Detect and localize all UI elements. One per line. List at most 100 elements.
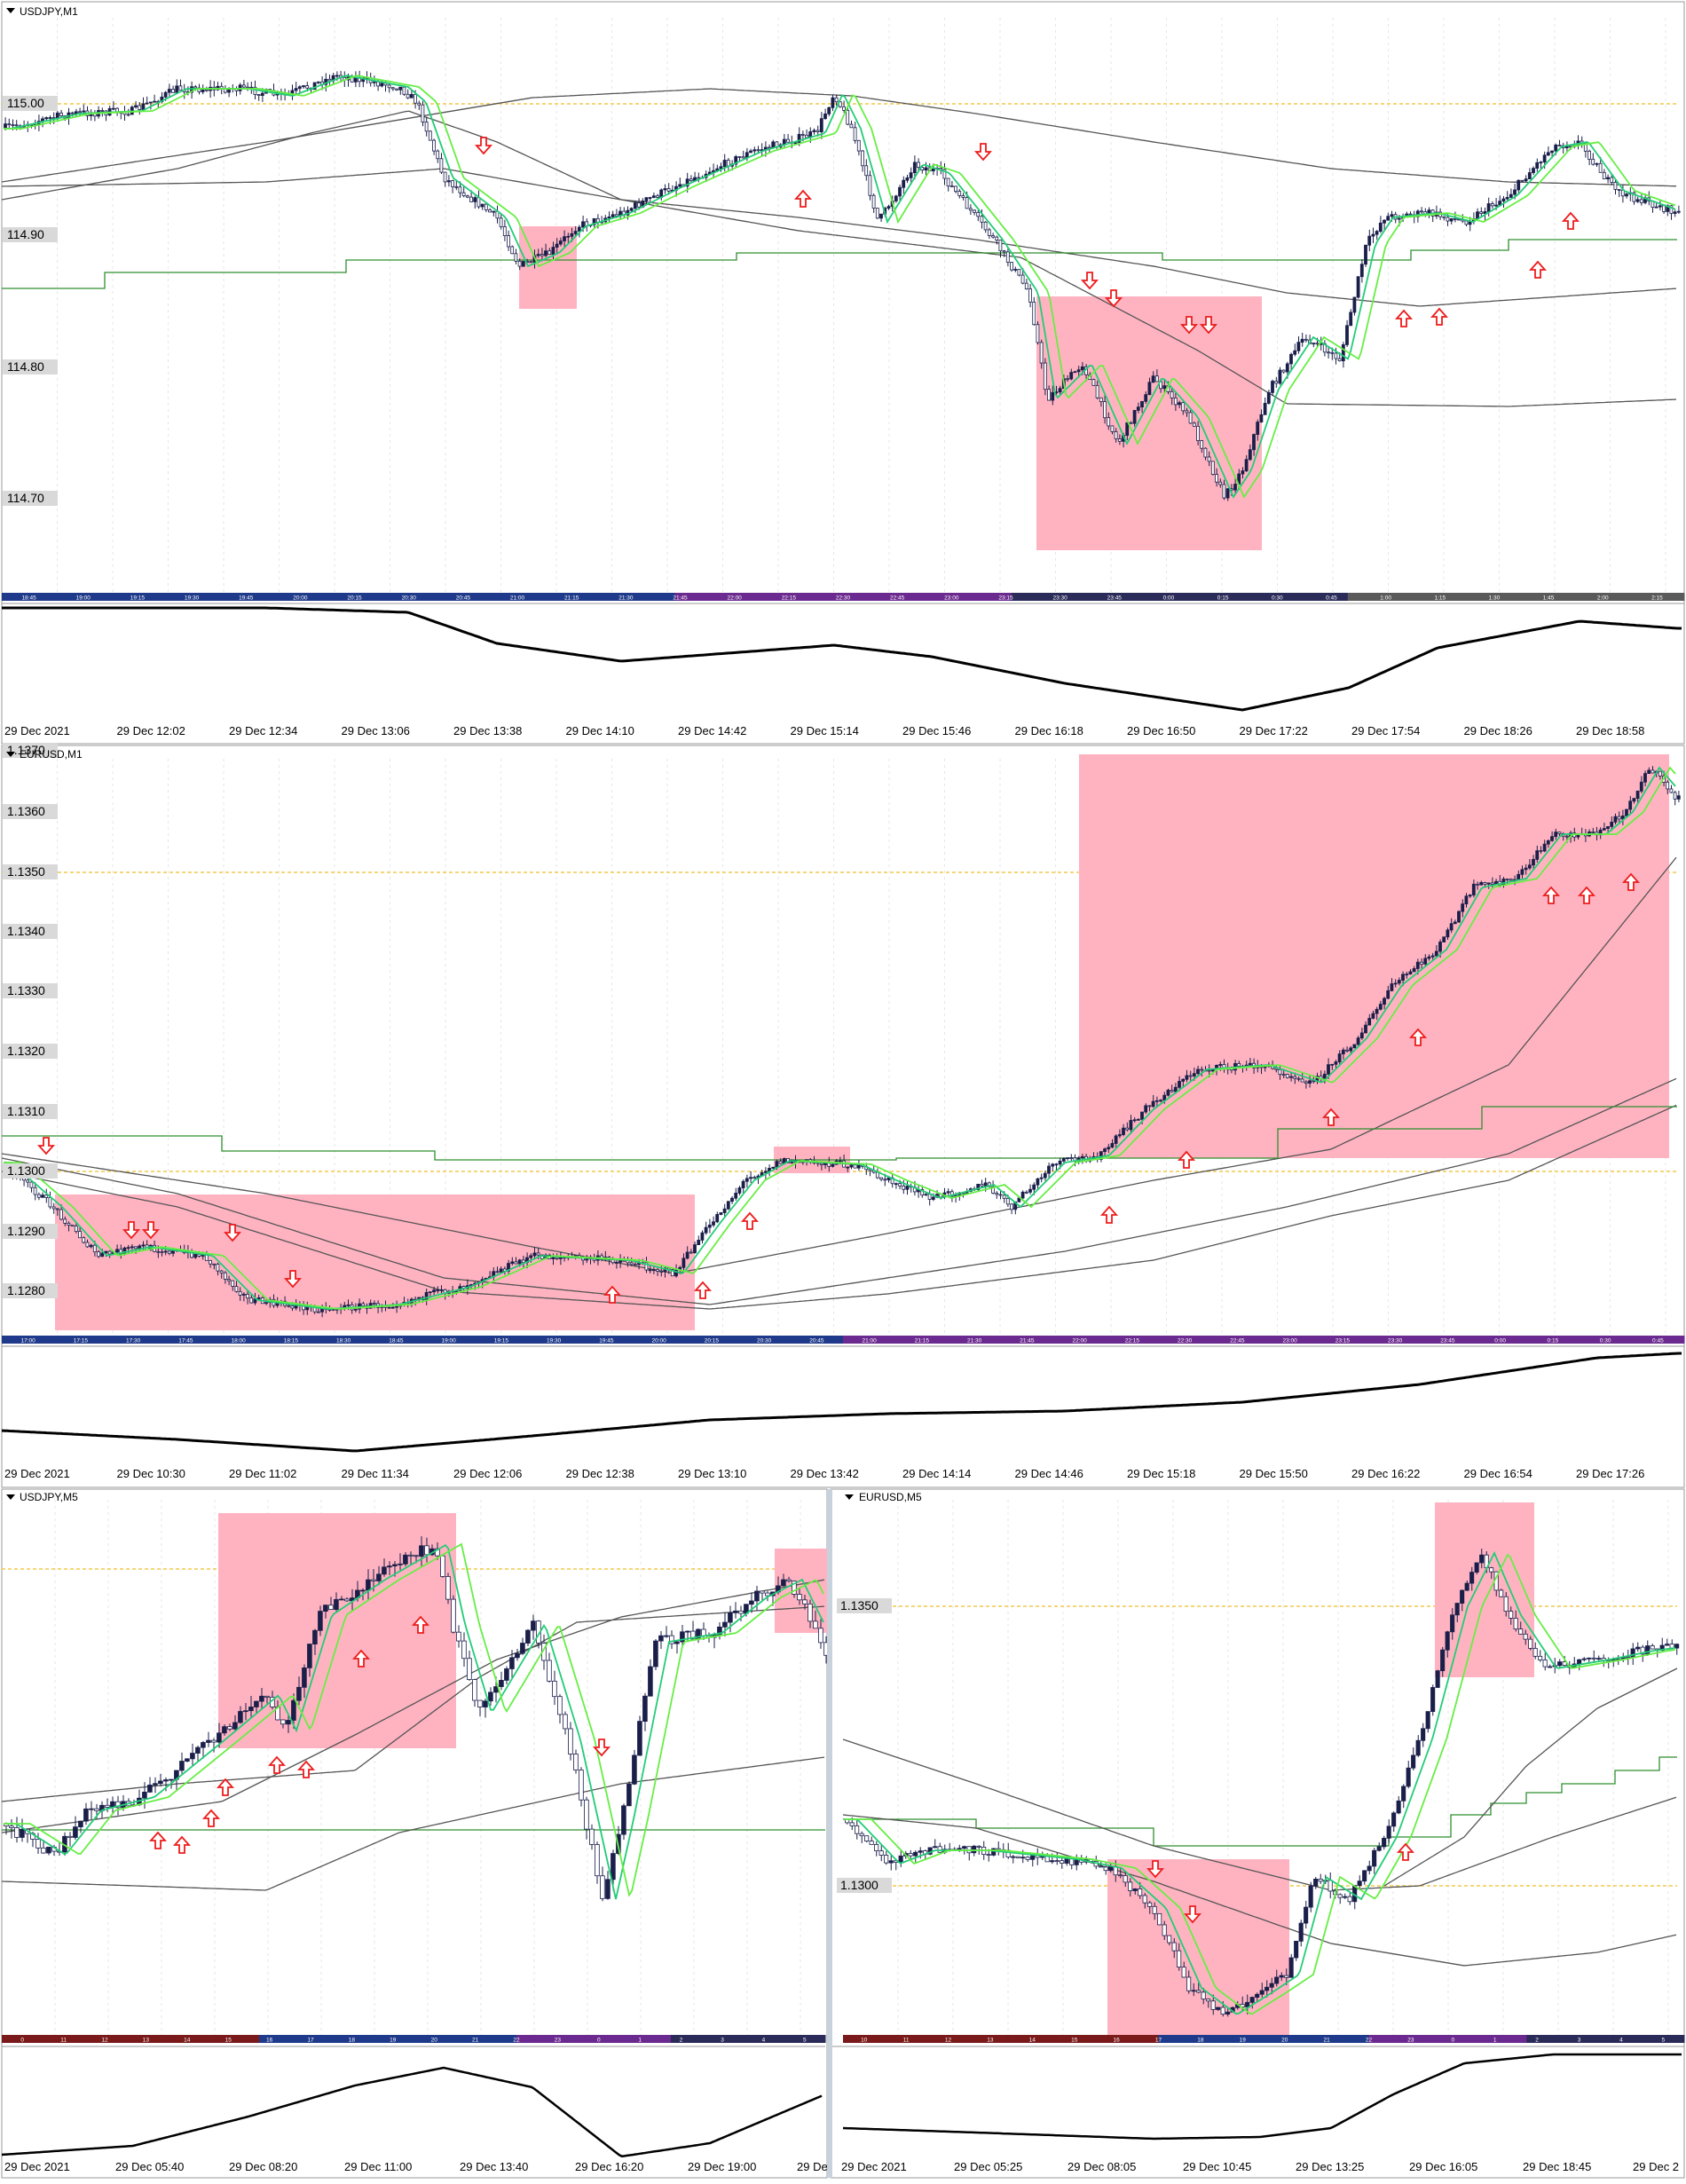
session-bar-label: 20:45 (456, 595, 471, 602)
usdjpy-m1-candle (421, 104, 425, 122)
usdjpy-m5-candle (83, 1808, 89, 1822)
eurusd-m1-candle (316, 1311, 320, 1313)
eurusd-m1-candle (983, 1182, 988, 1187)
splitter[interactable] (827, 1489, 832, 2178)
eurusd-m1-candle (1610, 821, 1614, 827)
eurusd-m5-candle (1372, 1849, 1377, 1867)
usdjpy-m1-candle (1598, 162, 1603, 173)
usdjpy-m5-candle (818, 1628, 823, 1644)
usdjpy-m1-candle (1278, 369, 1282, 384)
usdjpy-m1-candle (1215, 474, 1218, 483)
usdjpy-m1-candle (1218, 481, 1223, 485)
chart-eurusd-m1[interactable]: 1.1370 1.1360 1.1350 1.1340 1.1330 1.1320 1.13… (1, 743, 1685, 1488)
usdjpy-m5-candle (669, 1635, 674, 1644)
usdjpy-m5-candle (642, 1695, 648, 1723)
session-bar-label: 1:30 (1489, 595, 1501, 602)
session-bar-segment (259, 2035, 311, 2043)
eurusd-m1-candle (704, 1226, 708, 1234)
eurusd-m1-candle (1117, 1134, 1122, 1137)
eurusd-m1-candle (1628, 800, 1633, 810)
eurusd-m1-candle (995, 1193, 999, 1195)
session-bar-label: 23 (555, 2038, 562, 2044)
eurusd-m1-candle (1308, 1080, 1312, 1084)
price-label-bg (3, 1283, 58, 1298)
usdjpy-m1-candle (1263, 403, 1267, 415)
eurusd-m1-candle (1390, 983, 1394, 991)
price-label: 1.1310 (7, 1104, 45, 1118)
session-bar-label: 3 (1578, 2038, 1581, 2044)
time-axis-label: 29 Dec 2021 (4, 1467, 70, 1480)
eurusd-m1-candle (946, 1191, 950, 1194)
usdjpy-m5-candle (760, 1590, 765, 1594)
eurusd-m5-candle (1206, 1999, 1211, 2002)
time-axis-label: 29 Dec 12:06 (453, 1467, 522, 1480)
usdjpy-m5-candle (94, 1808, 99, 1811)
session-bar-segment (53, 2035, 106, 2043)
chart-usdjpy-m5[interactable]: USDJPY,M50 11 12 13 14 15 16 17 18 19 20 21 22 23 0 1 2 3… (1, 1488, 829, 2179)
eurusd-m1-candle (1438, 942, 1442, 952)
eurusd-m1-candle (89, 1244, 93, 1248)
oscillator-line (1, 2066, 823, 2158)
usdjpy-m1-candle (1210, 461, 1215, 475)
chart-menu-icon[interactable] (6, 1494, 15, 1500)
usdjpy-m1-candle (1330, 351, 1335, 354)
usdjpy-m1-candle (946, 177, 950, 187)
eurusd-m5-candle (1489, 1567, 1494, 1573)
eurusd-m1-candle (763, 1171, 768, 1173)
eurusd-m1-candle (693, 1244, 697, 1254)
time-axis-label: 29 Dec 11:00 (344, 2160, 412, 2173)
session-bar-segment (169, 593, 339, 601)
buy-arrow-icon (1408, 1028, 1428, 1046)
session-bar-label: 20:30 (757, 1338, 772, 1344)
eurusd-m5-candle (1313, 1878, 1319, 1887)
eurusd-m1-candle (212, 1263, 217, 1265)
usdjpy-m1-candle (1532, 168, 1535, 173)
eurusd-m1-candle (1564, 835, 1569, 838)
session-bar-label: 23:15 (1335, 1338, 1351, 1344)
usdjpy-m1-candle (171, 89, 175, 93)
eurusd-m1-candle (868, 1169, 872, 1171)
usdjpy-m5-candle (264, 1695, 270, 1698)
usdjpy-m1-candle (1476, 211, 1479, 219)
eurusd-m1-candle (1300, 1078, 1304, 1083)
chart-menu-icon[interactable] (6, 752, 15, 757)
usdjpy-m1-candle (1233, 484, 1237, 491)
ma-long-1 (1, 88, 1676, 187)
chart-frame (830, 1488, 1685, 2179)
usdjpy-m1-candle (126, 114, 130, 116)
usdjpy-m5-candle (595, 1844, 600, 1877)
chart-usdjpy-m1[interactable]: 115.00 114.90 114.80 114.70 USDJPY,M1 18:45 19… (1, 1, 1685, 745)
oscillator-line (2, 606, 1682, 712)
eurusd-m1-candle (97, 1251, 100, 1258)
support-step-line (2, 239, 1677, 289)
eurusd-m5-candle (1503, 1596, 1509, 1612)
usdjpy-m1-candle (335, 75, 339, 77)
eurusd-m1-candle (846, 1166, 850, 1169)
usdjpy-m5-candle (328, 1604, 334, 1610)
chart-menu-icon[interactable] (6, 8, 15, 13)
usdjpy-m1-candle (1256, 422, 1260, 435)
session-bar-label: 1:15 (1434, 595, 1446, 602)
usdjpy-m1-candle (70, 112, 75, 114)
session-bar-label: 22:00 (728, 595, 743, 602)
usdjpy-m5-candle (653, 1640, 658, 1668)
time-axis-label: 29 Dec 17:54 (1351, 724, 1420, 737)
session-bar-label: 21 (1323, 2038, 1330, 2044)
usdjpy-m1-candle (823, 113, 827, 120)
usdjpy-m1-candle (1200, 440, 1204, 449)
usdjpy-m1-candle (1032, 301, 1036, 326)
eurusd-m1-candle (436, 1289, 440, 1291)
buy-arrow-icon (1177, 1150, 1196, 1169)
usdjpy-m1-candle (805, 134, 808, 138)
usdjpy-m1-candle (1285, 363, 1289, 373)
eurusd-m5-candle (1249, 1997, 1255, 2003)
session-bar-label: 19 (390, 2038, 397, 2044)
eurusd-m1-candle (1352, 1044, 1357, 1049)
chart-menu-icon[interactable] (845, 1494, 854, 1500)
eurusd-m1-candle (1639, 781, 1643, 792)
eurusd-m1-candle (1334, 1061, 1338, 1065)
session-bar-segment (2, 593, 171, 601)
usdjpy-m1-candle (864, 165, 869, 177)
